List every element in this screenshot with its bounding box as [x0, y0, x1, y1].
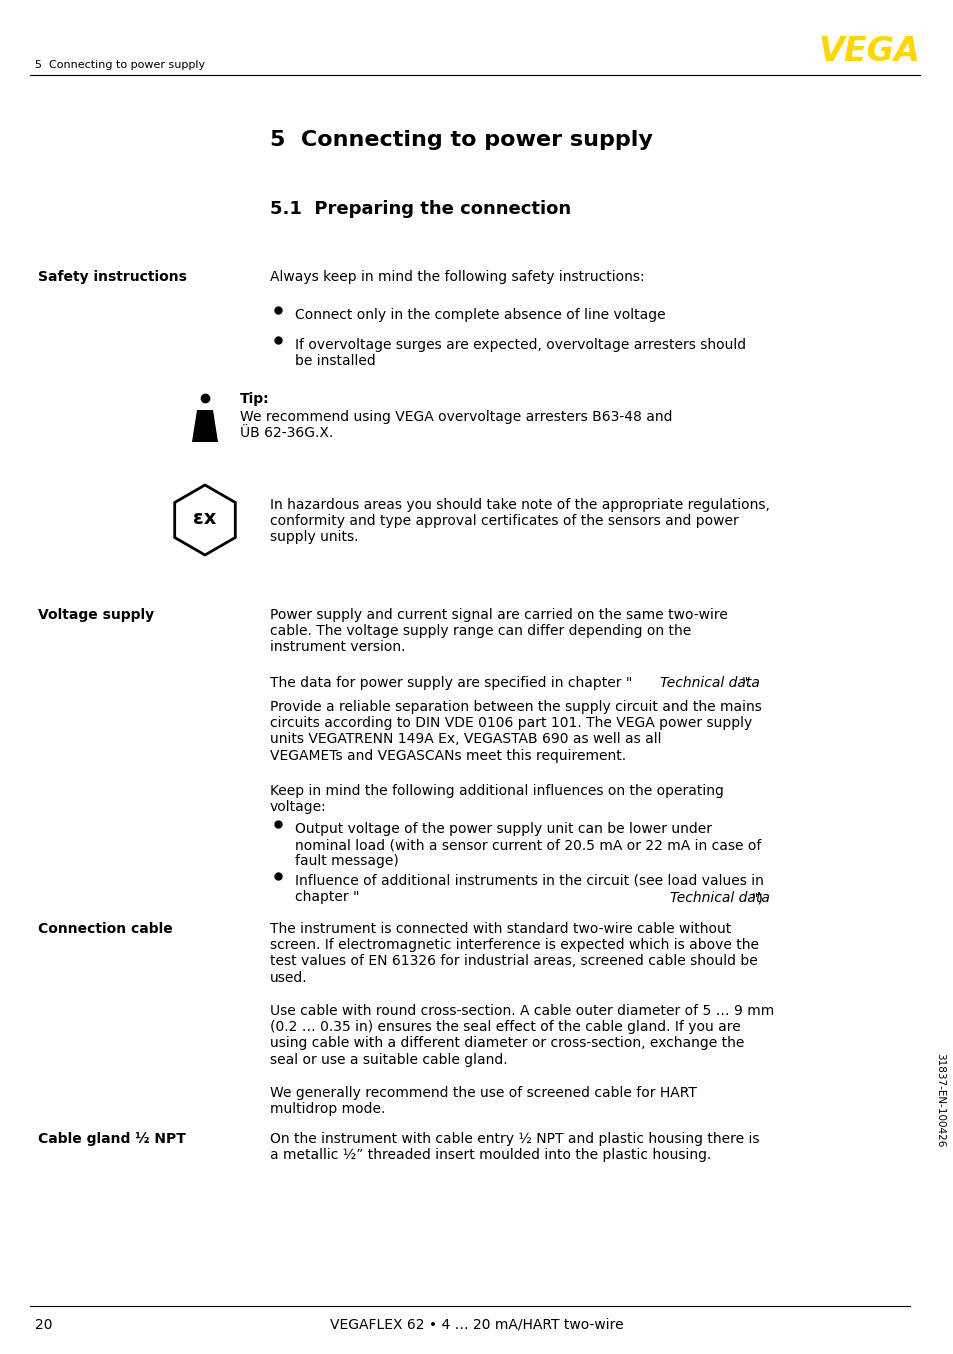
Polygon shape — [174, 485, 235, 555]
Text: Power supply and current signal are carried on the same two-wire
cable. The volt: Power supply and current signal are carr… — [270, 608, 727, 654]
Text: We generally recommend the use of screened cable for HART
multidrop mode.: We generally recommend the use of screen… — [270, 1086, 696, 1116]
Text: Keep in mind the following additional influences on the operating
voltage:: Keep in mind the following additional in… — [270, 784, 723, 814]
Text: εx: εx — [193, 509, 216, 528]
Text: The instrument is connected with standard two-wire cable without
screen. If elec: The instrument is connected with standar… — [270, 922, 759, 984]
Text: Always keep in mind the following safety instructions:: Always keep in mind the following safety… — [270, 269, 644, 284]
Text: Tip:: Tip: — [240, 393, 270, 406]
Polygon shape — [192, 410, 218, 441]
Text: 5  Connecting to power supply: 5 Connecting to power supply — [35, 60, 205, 70]
Text: In hazardous areas you should take note of the appropriate regulations,
conformi: In hazardous areas you should take note … — [270, 498, 769, 544]
Text: Safety instructions: Safety instructions — [38, 269, 187, 284]
Text: Influence of additional instruments in the circuit (see load values in
chapter ": Influence of additional instruments in t… — [294, 873, 763, 904]
Text: Connection cable: Connection cable — [38, 922, 172, 936]
Text: On the instrument with cable entry ½ NPT and plastic housing there is
a metallic: On the instrument with cable entry ½ NPT… — [270, 1132, 759, 1162]
Text: Voltage supply: Voltage supply — [38, 608, 154, 621]
Text: Connect only in the complete absence of line voltage: Connect only in the complete absence of … — [294, 307, 665, 322]
Text: Output voltage of the power supply unit can be lower under
nominal load (with a : Output voltage of the power supply unit … — [294, 822, 760, 868]
Text: Provide a reliable separation between the supply circuit and the mains
circuits : Provide a reliable separation between th… — [270, 700, 761, 762]
Text: VEGA: VEGA — [818, 35, 919, 68]
Text: 20: 20 — [35, 1317, 52, 1332]
Text: Technical data: Technical data — [669, 891, 769, 904]
Text: 5.1  Preparing the connection: 5.1 Preparing the connection — [270, 200, 571, 218]
Text: We recommend using VEGA overvoltage arresters B63-48 and
ÜB 62-36G.X.: We recommend using VEGA overvoltage arre… — [240, 410, 672, 440]
Text: Technical data: Technical data — [659, 676, 760, 691]
Text: 5  Connecting to power supply: 5 Connecting to power supply — [270, 130, 652, 150]
Text: "): ") — [751, 891, 763, 904]
Text: Use cable with round cross-section. A cable outer diameter of 5 … 9 mm
(0.2 … 0.: Use cable with round cross-section. A ca… — [270, 1005, 774, 1067]
Text: 31837-EN-100426: 31837-EN-100426 — [934, 1053, 944, 1147]
Text: ".: ". — [741, 676, 752, 691]
Text: Cable gland ½ NPT: Cable gland ½ NPT — [38, 1132, 186, 1145]
Text: VEGAFLEX 62 • 4 … 20 mA/HART two-wire: VEGAFLEX 62 • 4 … 20 mA/HART two-wire — [330, 1317, 623, 1332]
Text: The data for power supply are specified in chapter ": The data for power supply are specified … — [270, 676, 632, 691]
Text: If overvoltage surges are expected, overvoltage arresters should
be installed: If overvoltage surges are expected, over… — [294, 338, 745, 368]
